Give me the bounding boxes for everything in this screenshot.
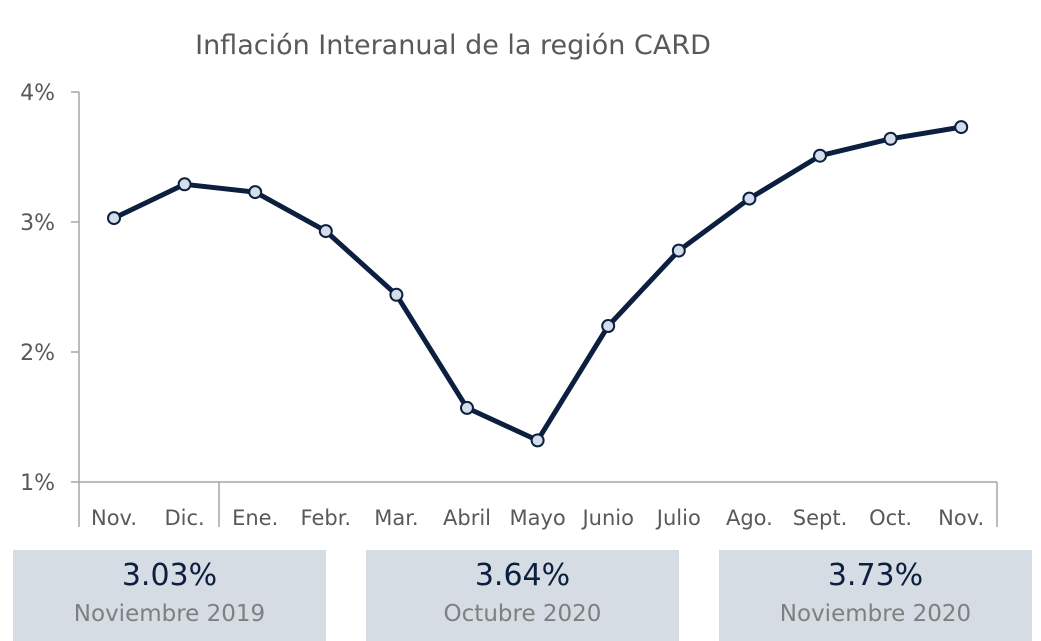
card-label: Noviembre 2020 <box>779 601 972 627</box>
x-tick-label: Abril <box>443 506 491 530</box>
x-tick-label: Junio <box>580 506 634 530</box>
x-tick-label: Dic. <box>164 506 204 530</box>
x-tick-label: Oct. <box>869 506 912 530</box>
chart-axes <box>78 92 998 527</box>
data-point <box>177 177 192 192</box>
x-tick-label: Sept. <box>793 506 848 530</box>
x-tick-label: Julio <box>655 506 701 530</box>
data-point <box>107 211 121 226</box>
x-tick-labels: Nov. Dic. Ene. Febr. Mar. Abril Mayo Junio Julio… <box>91 506 984 530</box>
data-point <box>742 191 757 206</box>
x-tick-label: Mar. <box>374 506 418 530</box>
summary-card-oct-2020: 3.64% Octubre 2020 <box>366 550 679 641</box>
data-point <box>954 120 969 135</box>
card-label: Noviembre 2019 <box>73 601 266 627</box>
y-tick-label: 2% <box>20 341 55 366</box>
card-value: 3.73% <box>827 558 924 593</box>
summary-card-nov-2019: 3.03% Noviembre 2019 <box>13 550 326 641</box>
card-value: 3.03% <box>121 558 218 593</box>
x-tick-label: Ene. <box>232 506 278 530</box>
chart-title: Inflación Interanual de la región CARD <box>195 30 711 61</box>
x-tick-label: Ago. <box>726 506 773 530</box>
data-point <box>530 433 545 448</box>
x-tick-label: Febr. <box>301 506 352 530</box>
series-layer <box>107 120 969 448</box>
x-tick-label: Nov. <box>91 506 137 530</box>
card-value: 3.64% <box>474 558 571 593</box>
card-label: Octubre 2020 <box>443 601 602 627</box>
y-tick-label: 3% <box>20 211 55 236</box>
data-point <box>671 243 686 258</box>
y-tick-label: 1% <box>20 471 55 496</box>
data-point <box>460 400 474 415</box>
data-point <box>601 319 616 333</box>
data-point <box>389 287 404 302</box>
x-tick-label: Nov. <box>938 506 984 530</box>
series-line <box>111 124 964 443</box>
data-point <box>883 131 898 146</box>
y-tick-labels: 1% 2% 3% 4% <box>20 81 79 496</box>
data-point <box>318 224 333 239</box>
y-tick-label: 4% <box>20 81 55 106</box>
summary-card-nov-2020: 3.73% Noviembre 2020 <box>719 550 1032 641</box>
data-point <box>813 148 827 163</box>
x-tick-label: Mayo <box>509 506 565 530</box>
line-chart: Inflación Interanual de la región CARD 1… <box>20 30 998 530</box>
data-point <box>248 185 263 200</box>
